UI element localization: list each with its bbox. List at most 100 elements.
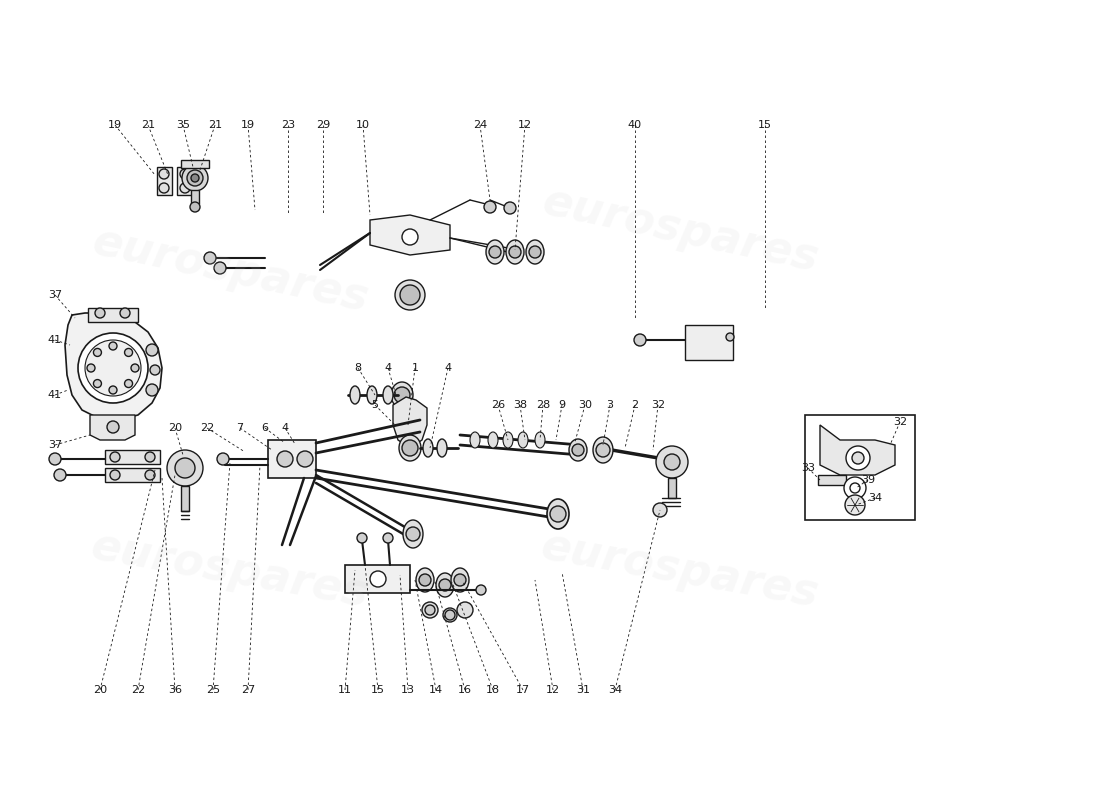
Circle shape [850, 483, 860, 493]
Circle shape [107, 421, 119, 433]
Text: 16: 16 [458, 685, 472, 695]
Circle shape [383, 533, 393, 543]
Text: 14: 14 [429, 685, 443, 695]
Bar [268, 440, 316, 478]
Text: 4: 4 [384, 363, 392, 373]
Polygon shape [177, 167, 192, 195]
Text: 13: 13 [402, 685, 415, 695]
Ellipse shape [443, 608, 456, 622]
Text: 34: 34 [608, 685, 623, 695]
Circle shape [191, 174, 199, 182]
Text: 12: 12 [518, 120, 532, 130]
Text: 23: 23 [280, 120, 295, 130]
Ellipse shape [367, 386, 377, 404]
Ellipse shape [451, 568, 469, 592]
Circle shape [596, 443, 611, 457]
Circle shape [845, 495, 865, 515]
Circle shape [187, 170, 204, 186]
Text: 38: 38 [513, 400, 527, 410]
Text: 40: 40 [628, 120, 642, 130]
Circle shape [146, 384, 158, 396]
Ellipse shape [390, 382, 412, 408]
Text: 25: 25 [206, 685, 220, 695]
Circle shape [150, 365, 160, 375]
Circle shape [439, 579, 451, 591]
Ellipse shape [486, 240, 504, 264]
Circle shape [160, 183, 169, 193]
Bar [818, 475, 846, 485]
Text: 32: 32 [651, 400, 666, 410]
Circle shape [358, 533, 367, 543]
Text: 15: 15 [758, 120, 772, 130]
Text: 27: 27 [241, 685, 255, 695]
Text: 4: 4 [282, 423, 288, 433]
Circle shape [419, 574, 431, 586]
Circle shape [110, 470, 120, 480]
Circle shape [167, 450, 204, 486]
Circle shape [454, 574, 466, 586]
Circle shape [572, 444, 584, 456]
Circle shape [54, 469, 66, 481]
Circle shape [204, 252, 216, 264]
Text: 33: 33 [801, 463, 815, 473]
Circle shape [145, 470, 155, 480]
Text: 19: 19 [241, 120, 255, 130]
Circle shape [131, 364, 139, 372]
Ellipse shape [399, 435, 421, 461]
Text: eurospares: eurospares [88, 220, 372, 320]
Text: eurospares: eurospares [538, 524, 823, 616]
Circle shape [529, 246, 541, 258]
Ellipse shape [350, 386, 360, 404]
Circle shape [656, 446, 688, 478]
Text: 10: 10 [356, 120, 370, 130]
Circle shape [726, 333, 734, 341]
Ellipse shape [416, 568, 434, 592]
Text: 15: 15 [371, 685, 385, 695]
Text: 18: 18 [486, 685, 500, 695]
Circle shape [182, 165, 208, 191]
Circle shape [214, 262, 225, 274]
Ellipse shape [593, 437, 613, 463]
Polygon shape [820, 425, 895, 475]
Circle shape [394, 387, 410, 403]
Circle shape [504, 202, 516, 214]
Text: 17: 17 [516, 685, 530, 695]
Circle shape [400, 285, 420, 305]
Text: 3: 3 [606, 400, 614, 410]
Text: 6: 6 [262, 423, 268, 433]
Circle shape [145, 452, 155, 462]
Circle shape [110, 452, 120, 462]
Ellipse shape [506, 240, 524, 264]
Ellipse shape [547, 499, 569, 529]
Text: 20: 20 [168, 423, 183, 433]
Text: 35: 35 [176, 120, 190, 130]
Circle shape [402, 440, 418, 456]
Circle shape [852, 452, 864, 464]
Circle shape [370, 571, 386, 587]
Circle shape [85, 340, 141, 396]
Polygon shape [65, 313, 162, 420]
Circle shape [446, 610, 455, 620]
Ellipse shape [383, 386, 393, 404]
Text: 41: 41 [48, 335, 62, 345]
Circle shape [120, 308, 130, 318]
Text: 26: 26 [491, 400, 505, 410]
Circle shape [109, 342, 117, 350]
Text: 37: 37 [48, 290, 62, 300]
Ellipse shape [437, 439, 447, 457]
Text: 4: 4 [444, 363, 452, 373]
Text: 9: 9 [559, 400, 565, 410]
Text: 31: 31 [576, 685, 590, 695]
Text: 24: 24 [473, 120, 487, 130]
Circle shape [476, 585, 486, 595]
Text: 28: 28 [536, 400, 550, 410]
Ellipse shape [535, 432, 544, 448]
Bar [182, 160, 209, 168]
Bar [685, 325, 733, 360]
Circle shape [50, 453, 60, 465]
Text: 37: 37 [48, 440, 62, 450]
Text: 5: 5 [372, 400, 378, 410]
Text: 22: 22 [200, 423, 214, 433]
Circle shape [297, 451, 313, 467]
Ellipse shape [422, 602, 438, 618]
